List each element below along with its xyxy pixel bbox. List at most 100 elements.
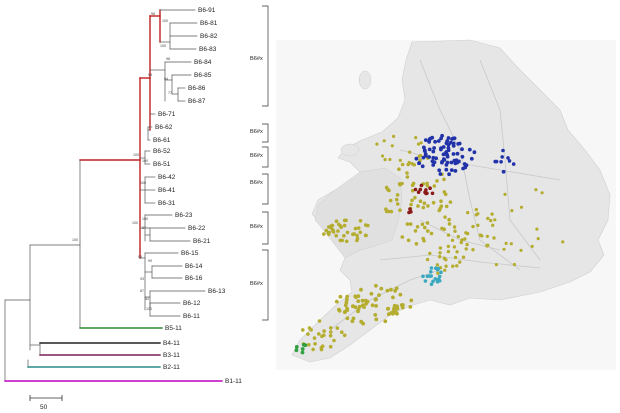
sample-dot: [447, 217, 451, 222]
sample-dot: [453, 161, 458, 166]
sample-dot: [447, 172, 451, 177]
sample-dot: [317, 319, 322, 323]
sample-dot: [353, 226, 358, 231]
sample-dot: [431, 149, 436, 154]
sample-dot: [453, 229, 457, 233]
sample-dot: [365, 299, 370, 304]
tip-label: B6-52: [153, 148, 171, 155]
sample-dot: [448, 140, 453, 145]
sample-dot: [450, 238, 455, 242]
sample-dot: [388, 157, 392, 162]
sample-dot: [383, 319, 388, 324]
sample-dot: [446, 233, 451, 237]
sample-dot: [459, 240, 463, 245]
sample-dot: [429, 231, 434, 236]
bootstrap-value: 100: [146, 307, 152, 311]
sample-dot: [317, 332, 321, 336]
sample-dot: [382, 139, 386, 143]
tip-label: B6-87: [188, 98, 206, 105]
sample-dot: [501, 148, 505, 153]
sample-dot: [415, 225, 420, 229]
sample-dot: [435, 179, 439, 183]
sample-dot: [448, 200, 453, 204]
sample-dot: [351, 232, 355, 237]
sample-dot: [519, 205, 524, 209]
sample-dot: [414, 136, 418, 140]
sample-dot: [464, 163, 469, 168]
sample-dot: [451, 152, 456, 156]
sample-dot: [446, 136, 451, 140]
sample-dot: [418, 158, 422, 162]
sample-dot: [353, 305, 358, 310]
sample-dot: [389, 287, 393, 292]
sample-dot: [294, 348, 299, 353]
sample-dot: [442, 177, 446, 182]
sample-dot: [332, 338, 336, 343]
sample-dot: [356, 309, 360, 314]
clade-label: B6#x: [250, 153, 263, 159]
sample-dot: [425, 257, 430, 262]
sample-dot: [408, 207, 412, 211]
sample-dot: [355, 233, 359, 238]
clade-bracket: [262, 123, 269, 143]
sample-dot: [384, 207, 388, 211]
sample-dot: [450, 137, 454, 141]
sample-dot: [464, 231, 468, 235]
sample-dot: [360, 298, 365, 303]
sample-dot: [311, 347, 315, 352]
sample-dot: [388, 198, 393, 203]
sample-dot: [337, 307, 341, 312]
bootstrap-value: 87: [140, 289, 144, 293]
tip-label: B6-83: [199, 46, 217, 53]
sample-dot: [452, 245, 457, 249]
tip-label: B4-11: [163, 340, 180, 347]
sample-dot: [390, 144, 394, 148]
sample-dot: [423, 190, 427, 195]
sample-dot: [451, 264, 455, 268]
sample-dot: [436, 139, 441, 143]
sample-dot: [374, 283, 378, 288]
sample-dot: [444, 167, 449, 172]
sample-dot: [503, 192, 507, 196]
sample-dot: [377, 293, 381, 297]
tip-label: B6-62: [155, 124, 173, 131]
sample-dot: [306, 332, 310, 336]
sample-dot: [502, 247, 506, 251]
sample-dot: [423, 149, 427, 154]
sample-dot: [438, 172, 443, 176]
clade-bracket: [262, 249, 269, 321]
sample-dot: [343, 303, 348, 308]
tip-label: B6-21: [193, 238, 211, 245]
sample-dot: [431, 155, 436, 160]
sample-dot: [359, 287, 363, 292]
sample-dot: [439, 270, 443, 275]
sample-dot: [500, 155, 505, 159]
sample-dot: [464, 247, 468, 251]
clade-bracket: [262, 146, 269, 168]
bootstrap-value: 84: [145, 297, 149, 301]
bootstrap-value: 100: [142, 159, 148, 163]
sample-dot: [420, 222, 425, 227]
sample-dot: [444, 264, 448, 268]
sample-dot: [461, 255, 466, 259]
map-panel: [276, 39, 616, 370]
sample-dot: [535, 227, 539, 231]
sample-dot: [444, 163, 449, 167]
sample-dot: [400, 235, 405, 239]
sample-dot: [437, 274, 442, 279]
sample-dot: [449, 168, 454, 173]
sample-dot: [501, 170, 506, 174]
clade-bracket: [262, 173, 269, 205]
tip-label: B6-12: [183, 300, 201, 307]
sample-dot: [322, 232, 326, 236]
sample-dot: [435, 263, 440, 267]
sample-dot: [423, 154, 428, 158]
sample-dot: [418, 187, 423, 192]
sample-dot: [430, 191, 435, 196]
sample-dot: [409, 210, 413, 214]
bootstrap-value: 100: [72, 238, 78, 242]
sample-dot: [398, 208, 402, 212]
sample-dot: [356, 226, 361, 230]
tip-label: B6-91: [198, 7, 216, 14]
sample-dot: [519, 248, 523, 252]
